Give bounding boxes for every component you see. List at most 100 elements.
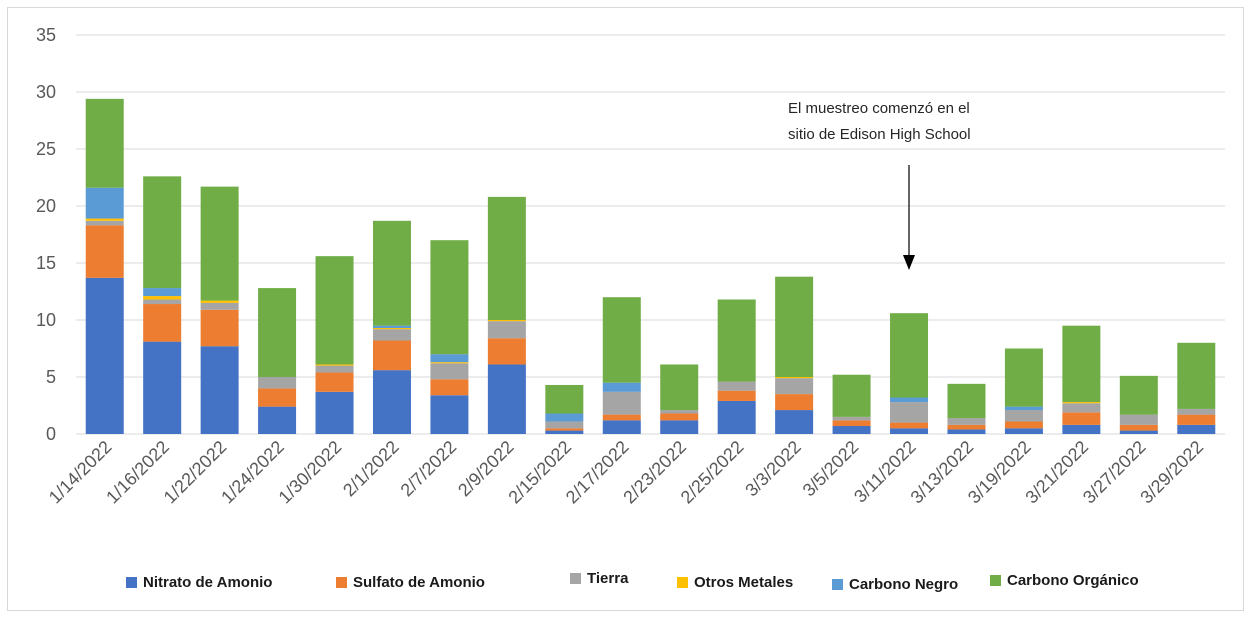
bar-segment — [372, 325, 411, 328]
bar-segment — [660, 364, 699, 411]
bar-segment — [258, 288, 297, 377]
x-tick-label: 3/3/2022 — [741, 437, 805, 501]
x-tick-label: 3/29/2022 — [1136, 437, 1207, 508]
bar-segment — [1119, 424, 1158, 431]
bar-segment — [372, 327, 411, 330]
bar-segment — [775, 394, 814, 411]
legend-label: Carbono Orgánico — [1007, 572, 1139, 589]
bar-segment — [315, 365, 354, 373]
legend-swatch — [336, 577, 347, 588]
y-tick-label: 10 — [36, 310, 56, 330]
annotation-arrow-head — [903, 255, 915, 270]
legend-swatch — [677, 577, 688, 588]
bar-segment — [85, 225, 124, 278]
bar-segment — [372, 220, 411, 326]
bar-segment — [775, 378, 814, 395]
bar-segment — [947, 418, 986, 425]
bar-segment — [660, 413, 699, 421]
annotation-line-1: El muestreo comenzó en el — [788, 100, 970, 117]
legend-item: Carbono Orgánico — [990, 572, 1139, 589]
bar-segment — [947, 383, 986, 419]
bar-segment — [258, 388, 297, 407]
bar-segment — [717, 400, 756, 434]
bar-segment — [258, 406, 297, 434]
legend-swatch — [832, 579, 843, 590]
bar-segment — [85, 277, 124, 434]
legend-item: Otros Metales — [677, 574, 793, 591]
bar-segment — [1119, 375, 1158, 415]
legend-item: Sulfato de Amonio — [336, 574, 485, 591]
bar-segment — [487, 320, 526, 322]
legend-label: Carbono Negro — [849, 576, 959, 593]
bar-segment — [315, 372, 354, 392]
bar-segment — [1177, 342, 1216, 409]
y-tick-label: 15 — [36, 253, 56, 273]
bar-segment — [1119, 414, 1158, 425]
bar-segment — [200, 346, 239, 434]
y-tick-label: 20 — [36, 196, 56, 216]
bar-segment — [315, 391, 354, 434]
bar-segment — [200, 302, 239, 310]
bar-segment — [775, 377, 814, 379]
bar-segment — [143, 296, 182, 300]
legend-label: Tierra — [587, 570, 629, 587]
bar-segment — [660, 420, 699, 434]
bar-segment — [602, 414, 641, 421]
x-tick-label: 2/1/2022 — [339, 437, 403, 501]
bar-segment — [487, 196, 526, 320]
bar-segment — [1004, 410, 1043, 422]
legend-swatch — [126, 577, 137, 588]
bar-segment — [258, 377, 297, 389]
bar-segment — [1062, 403, 1101, 413]
bar-segment — [1062, 412, 1101, 425]
bar-segment — [832, 416, 871, 421]
bar-segment — [890, 397, 929, 403]
bar-segment — [1177, 408, 1216, 415]
bar-segment — [545, 428, 584, 431]
bar-segment — [200, 309, 239, 347]
bar-segment — [602, 382, 641, 392]
bar-segment — [430, 379, 469, 396]
bar-segment — [1062, 402, 1101, 404]
bar-segment — [143, 288, 182, 297]
bar-segment — [143, 299, 182, 305]
bar-segment — [1062, 325, 1101, 403]
bar-segment — [430, 395, 469, 434]
bar-segment — [545, 413, 584, 422]
bar-segment — [947, 429, 986, 434]
bar-segment — [775, 410, 814, 434]
legend-swatch — [570, 573, 581, 584]
bar-segment — [430, 354, 469, 363]
bar-segment — [487, 364, 526, 434]
bar-segment — [143, 176, 182, 289]
bar-segment — [1177, 414, 1216, 425]
bar-segment — [372, 329, 411, 341]
bar-segment — [200, 300, 239, 303]
bar-segment — [717, 299, 756, 382]
legend-label: Nitrato de Amonio — [143, 574, 273, 591]
bar-segment — [545, 384, 584, 414]
bar-segment — [832, 426, 871, 434]
bar-segment — [1004, 406, 1043, 411]
bar-segment — [717, 390, 756, 401]
bar-segment — [1004, 421, 1043, 429]
bar-segment — [430, 240, 469, 355]
x-tick-label: 2/25/2022 — [677, 437, 748, 508]
x-tick-label: 1/30/2022 — [275, 437, 346, 508]
bar-segment — [545, 430, 584, 434]
bar-segment — [890, 422, 929, 429]
chart-frame — [7, 7, 1244, 611]
bar-segment — [947, 424, 986, 430]
bar-segment — [487, 321, 526, 339]
bar-segment — [143, 304, 182, 342]
bar-segment — [717, 381, 756, 391]
bar-segment — [1062, 424, 1101, 434]
legend-label: Sulfato de Amonio — [353, 574, 485, 591]
legend-item: Nitrato de Amonio — [126, 574, 272, 591]
bar-segment — [890, 428, 929, 434]
x-tick-label: 2/7/2022 — [397, 437, 461, 501]
bar-segment — [602, 391, 641, 415]
bar-segment — [1177, 424, 1216, 434]
bar-segment — [1004, 348, 1043, 407]
legend-item: Carbono Negro — [832, 576, 958, 593]
